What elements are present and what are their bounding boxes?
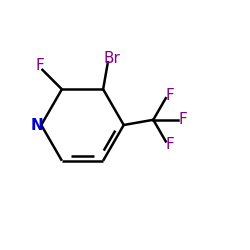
- Text: F: F: [165, 137, 174, 152]
- Text: F: F: [179, 112, 188, 127]
- Text: Br: Br: [104, 51, 121, 66]
- Text: N: N: [31, 118, 44, 132]
- Text: F: F: [165, 88, 174, 103]
- Text: F: F: [35, 58, 44, 73]
